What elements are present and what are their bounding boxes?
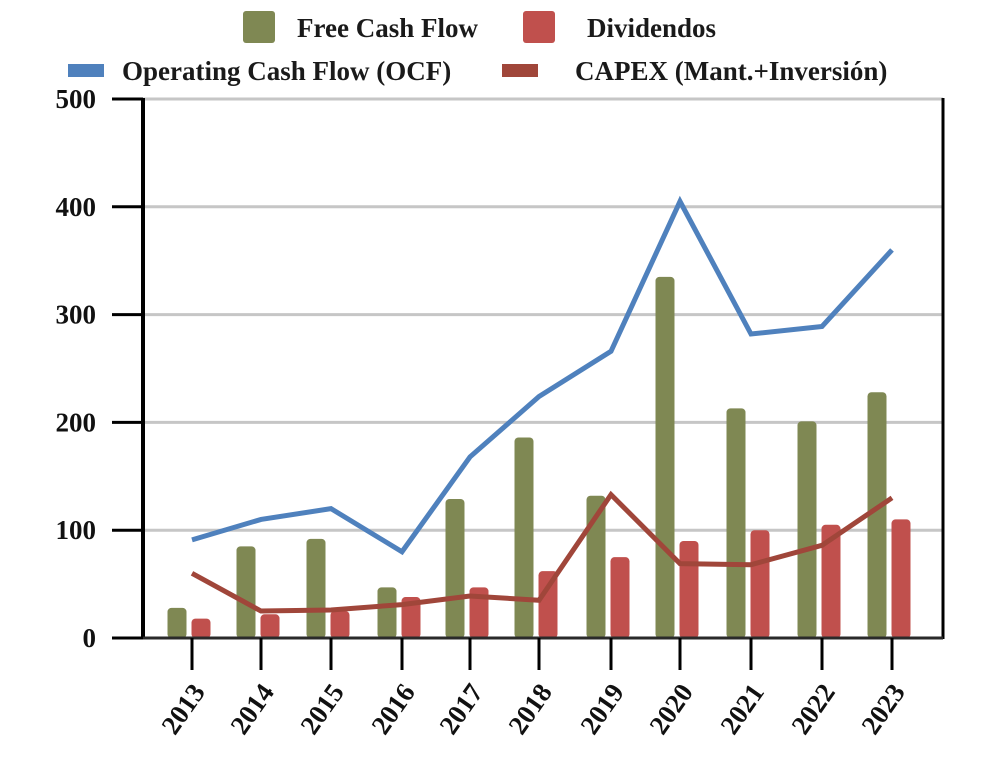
- bar-dividendos-2022: [821, 524, 841, 638]
- legend-label-capex: CAPEX (Mant.+Inversión): [575, 56, 887, 86]
- bar-free-cash-flow-2018: [514, 437, 534, 638]
- legend-label-dividendos: Dividendos: [587, 13, 716, 43]
- y-tick-label: 400: [56, 192, 97, 222]
- legend-label-ocf: Operating Cash Flow (OCF): [122, 56, 451, 86]
- bar-free-cash-flow-2016: [377, 587, 397, 638]
- legend-item-capex[interactable]: CAPEX (Mant.+Inversión): [502, 56, 887, 86]
- x-axis-ticks: 2013 2014 2015 2016 2017 2018 2019 2020 2021 2022…: [155, 638, 911, 740]
- bar-dividendos-2015: [330, 611, 350, 638]
- legend-swatch-dividendos: [523, 11, 555, 43]
- bar-free-cash-flow-2017: [445, 498, 465, 638]
- gridlines: [143, 97, 943, 532]
- bar-free-cash-flow-2019: [586, 495, 606, 638]
- bar-dividendos-2017: [469, 587, 489, 638]
- lines: [190, 195, 894, 614]
- legend-item-ocf[interactable]: Operating Cash Flow (OCF): [68, 56, 451, 86]
- bar-free-cash-flow-2023: [867, 392, 887, 638]
- bar-free-cash-flow-2022: [797, 421, 817, 638]
- x-tick-label: 2023: [855, 678, 911, 739]
- bars: [167, 276, 911, 638]
- bar-free-cash-flow-2020: [655, 276, 675, 638]
- x-tick-label: 2017: [433, 678, 489, 739]
- line-operating-cash-flow-ocf: [191, 195, 894, 556]
- bar-dividendos-2023: [891, 519, 911, 638]
- bar-dividendos-2014: [260, 614, 280, 638]
- bar-free-cash-flow-2013: [167, 607, 187, 638]
- x-tick-label: 2018: [502, 678, 558, 739]
- y-tick-label: 200: [56, 407, 97, 437]
- x-tick-label: 2014: [224, 678, 280, 739]
- bar-free-cash-flow-2021: [726, 408, 746, 638]
- y-tick-label: 0: [83, 623, 97, 653]
- legend-swatch-ocf: [68, 64, 104, 77]
- bar-dividendos-2016: [401, 597, 421, 638]
- axes: [141, 98, 945, 640]
- x-tick-label: 2021: [714, 678, 770, 739]
- bar-free-cash-flow-2014: [236, 546, 256, 638]
- legend: Free Cash Flow Dividendos Operating Cash…: [68, 11, 887, 86]
- x-tick-label: 2020: [643, 678, 699, 739]
- x-tick-label: 2013: [155, 678, 211, 739]
- y-tick-label: 500: [56, 84, 97, 114]
- bar-dividendos-2021: [750, 530, 770, 638]
- bar-free-cash-flow-2015: [306, 538, 326, 638]
- x-tick-label: 2022: [785, 678, 841, 739]
- bar-dividendos-2013: [191, 618, 211, 638]
- legend-swatch-capex: [502, 64, 538, 77]
- bar-dividendos-2018: [538, 571, 558, 638]
- legend-item-free-cash-flow[interactable]: Free Cash Flow: [243, 11, 478, 43]
- y-tick-label: 300: [56, 300, 97, 330]
- y-axis-ticks: 0 100 200 300 400 500: [56, 84, 143, 653]
- legend-swatch-free-cash-flow: [243, 11, 275, 43]
- x-tick-label: 2015: [294, 678, 350, 739]
- legend-label-free-cash-flow: Free Cash Flow: [297, 13, 478, 43]
- y-tick-label: 100: [56, 515, 97, 545]
- x-tick-label: 2019: [574, 678, 630, 739]
- x-tick-label: 2016: [365, 678, 421, 739]
- bar-dividendos-2019: [610, 557, 630, 638]
- legend-item-dividendos[interactable]: Dividendos: [523, 11, 716, 43]
- line-capex-mant-inversi-n: [190, 490, 894, 614]
- bar-dividendos-2020: [679, 540, 699, 638]
